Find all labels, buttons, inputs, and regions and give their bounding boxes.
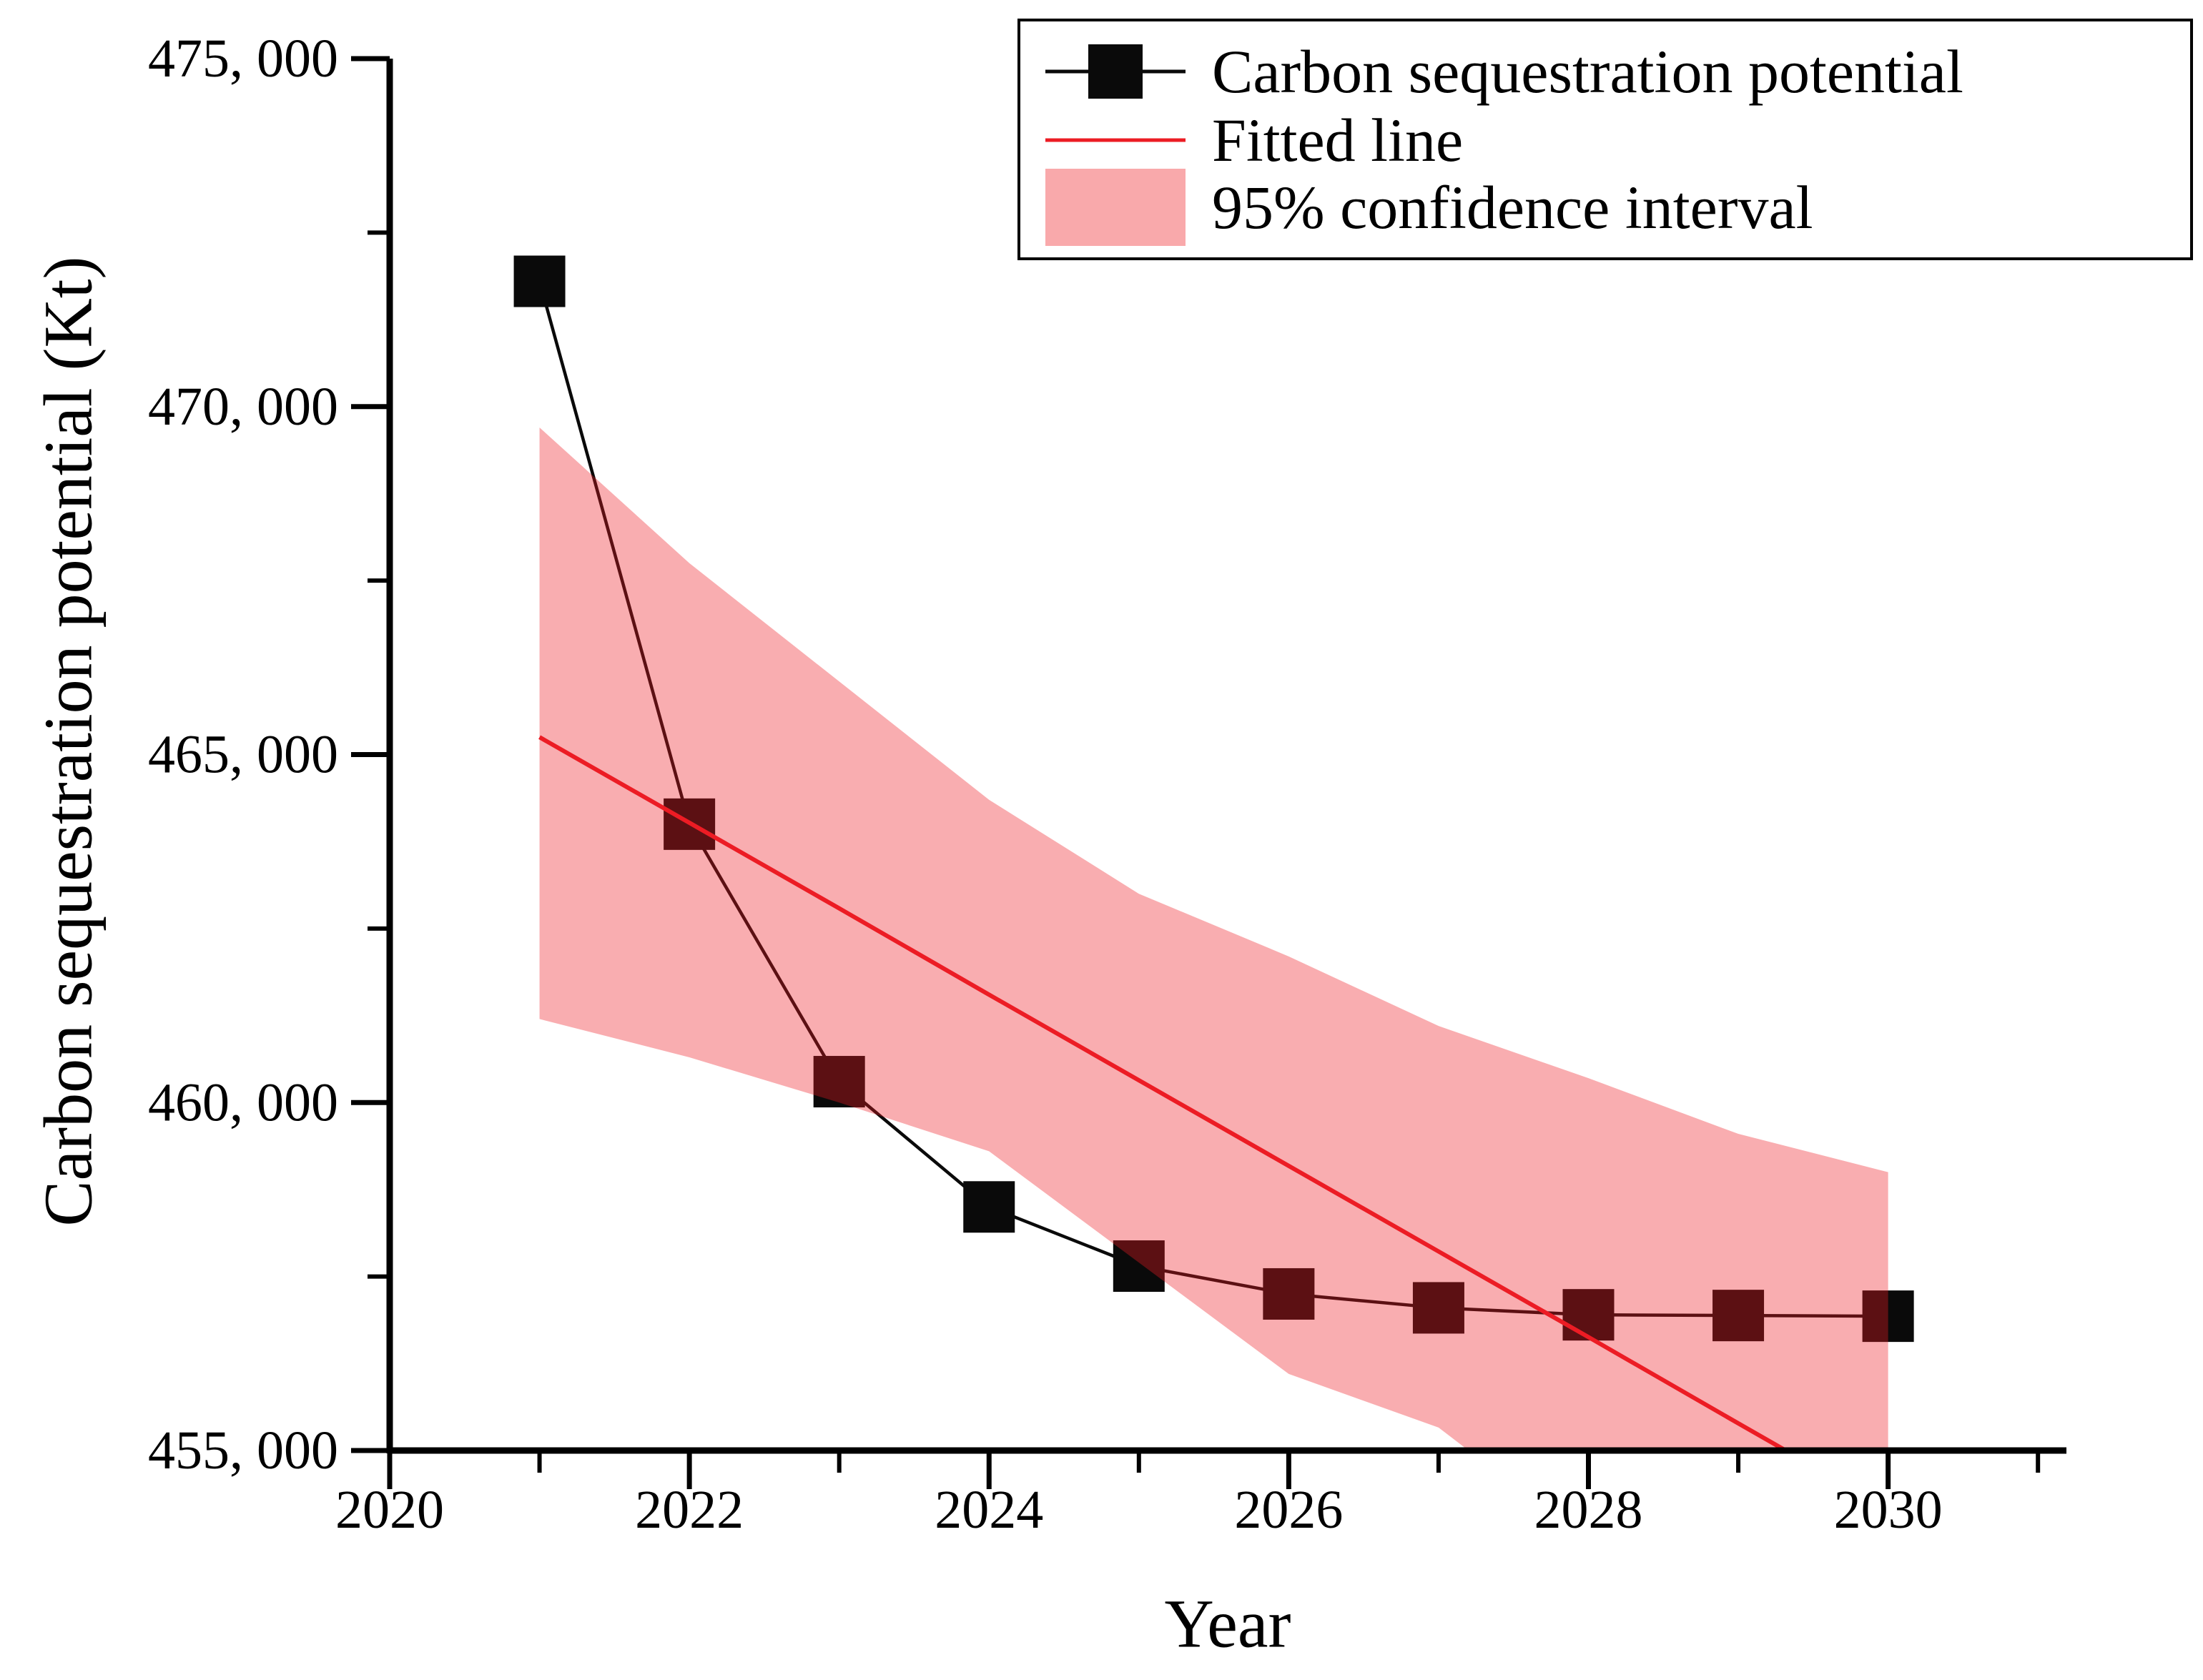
data-point-2021 — [513, 255, 566, 307]
x-tick-label-2024: 2024 — [935, 1480, 1043, 1540]
legend-box — [1017, 19, 2193, 260]
legend-confidence-interval-label: 95% confidence interval — [1212, 173, 1813, 242]
data-point-2024 — [963, 1181, 1015, 1233]
fitted-line — [538, 735, 1787, 1453]
legend: Carbon sequestration potential Fitted li… — [1017, 19, 2193, 260]
y-tick-label-460000: 460, 000 — [148, 1072, 338, 1132]
legend-item-series: Carbon sequestration potential — [1045, 37, 1963, 106]
legend-confidence-band-swatch — [1045, 169, 1186, 246]
confidence-band — [539, 427, 1888, 1451]
x-tick-label-2020: 2020 — [335, 1480, 444, 1540]
legend-series-marker-symbol — [1088, 44, 1143, 99]
y-tick-label-475000: 475, 000 — [148, 29, 338, 89]
y-tick-label-465000: 465, 000 — [148, 725, 338, 785]
legend-series-label: Carbon sequestration potential — [1212, 37, 1963, 106]
data-point-2023 — [813, 1056, 865, 1108]
data-point-2028 — [1562, 1289, 1615, 1341]
plot-area: 2020 2022 2024 2026 2028 2030 455, 000 460, 000… — [148, 29, 2066, 1540]
y-tick-label-455000: 455, 000 — [148, 1420, 338, 1481]
data-point-2027 — [1412, 1282, 1464, 1334]
data-point-2025 — [1113, 1240, 1165, 1293]
data-point-2030 — [1862, 1290, 1914, 1343]
legend-item-confidence-interval: 95% confidence interval — [1045, 169, 1813, 246]
x-tick-label-2026: 2026 — [1234, 1480, 1343, 1540]
legend-fitted-line-label: Fitted line — [1212, 106, 1463, 174]
legend-item-fitted-line: Fitted line — [1045, 106, 1463, 174]
y-axis-title: Carbon sequestration potential (Kt) — [30, 257, 107, 1227]
series-line — [538, 280, 1888, 1318]
data-point-2029 — [1712, 1290, 1765, 1342]
data-point-2026 — [1263, 1268, 1315, 1320]
x-tick-label-2030: 2030 — [1834, 1480, 1943, 1540]
x-tick-label-2028: 2028 — [1534, 1480, 1642, 1540]
y-tick-label-470000: 470, 000 — [148, 377, 338, 437]
x-axis-title: Year — [1165, 1586, 1291, 1662]
x-tick-label-2022: 2022 — [635, 1480, 744, 1540]
